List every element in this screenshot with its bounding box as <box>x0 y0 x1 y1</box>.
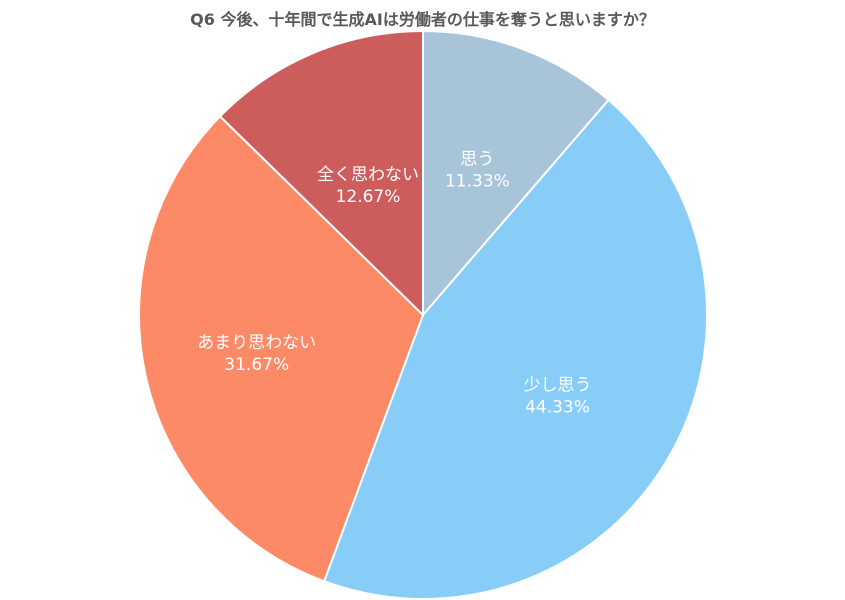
slice-label-4: 全く思わない <box>317 165 419 185</box>
pie-slice-3 <box>138 114 425 583</box>
slice-label-3: あまり思わない <box>197 333 316 353</box>
slice-label-1: 思う <box>460 150 494 170</box>
slice-value-label-3: 31.67% <box>224 355 289 375</box>
chart-title: Q6 今後、十年間で生成AIは労働者の仕事を奪うと思いますか？ <box>190 10 655 29</box>
slice-label-2: 少し思う <box>524 376 592 396</box>
slice-value-label-2: 44.33% <box>525 398 590 418</box>
pie-slice-2 <box>322 98 708 600</box>
pie-slice-4 <box>218 29 424 318</box>
slice-value-label-4: 12.67% <box>336 187 401 207</box>
pie-slice-1 <box>422 29 610 318</box>
slice-value-label-1: 11.33% <box>445 172 510 192</box>
